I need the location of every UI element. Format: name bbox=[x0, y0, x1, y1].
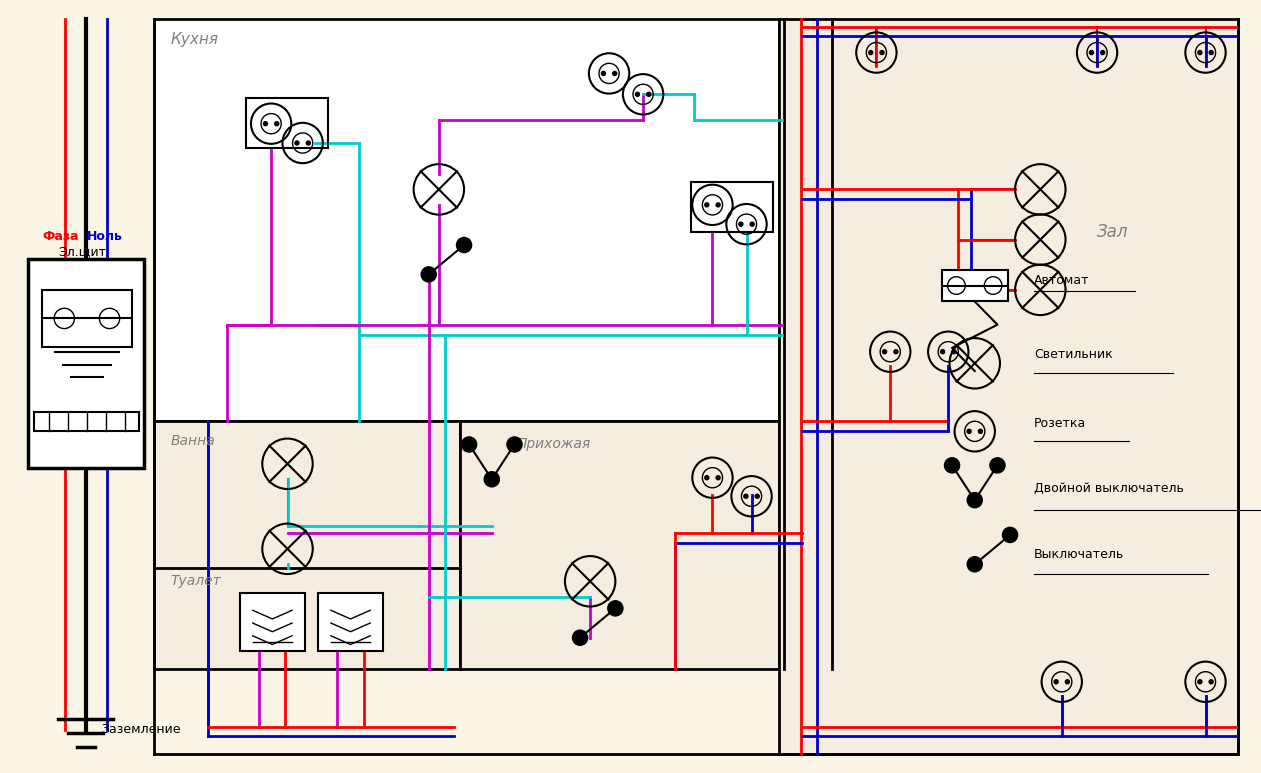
Circle shape bbox=[1198, 679, 1202, 684]
Text: Розетка: Розетка bbox=[1034, 417, 1086, 430]
Text: Туалет: Туалет bbox=[170, 574, 221, 587]
Circle shape bbox=[647, 92, 651, 97]
Circle shape bbox=[716, 475, 720, 480]
Bar bbox=[691, 182, 773, 232]
Circle shape bbox=[421, 267, 436, 282]
Circle shape bbox=[941, 349, 944, 354]
Polygon shape bbox=[154, 421, 460, 669]
Circle shape bbox=[306, 141, 310, 145]
Circle shape bbox=[1002, 527, 1018, 543]
Text: Ванна: Ванна bbox=[170, 434, 214, 448]
Circle shape bbox=[750, 222, 754, 226]
Text: Эл.щит: Эл.щит bbox=[58, 245, 106, 258]
Text: Светильник: Светильник bbox=[1034, 348, 1112, 360]
Circle shape bbox=[264, 121, 267, 126]
Bar bbox=[34, 412, 140, 431]
Bar bbox=[246, 98, 328, 148]
Circle shape bbox=[613, 71, 617, 76]
Circle shape bbox=[1066, 679, 1069, 684]
Text: Заземление: Заземление bbox=[101, 723, 180, 736]
Text: Зал: Зал bbox=[1097, 223, 1129, 241]
Circle shape bbox=[636, 92, 639, 97]
Circle shape bbox=[601, 71, 605, 76]
Circle shape bbox=[1054, 679, 1058, 684]
Circle shape bbox=[608, 601, 623, 616]
Text: Кухня: Кухня bbox=[170, 32, 218, 47]
Bar bbox=[942, 270, 1008, 301]
Circle shape bbox=[979, 429, 982, 434]
Circle shape bbox=[880, 50, 884, 55]
Circle shape bbox=[990, 458, 1005, 473]
Text: Ноль: Ноль bbox=[87, 230, 122, 243]
Polygon shape bbox=[779, 19, 1238, 754]
Polygon shape bbox=[460, 421, 779, 669]
Circle shape bbox=[1209, 679, 1213, 684]
Circle shape bbox=[1198, 50, 1202, 55]
Circle shape bbox=[944, 458, 960, 473]
Circle shape bbox=[739, 222, 743, 226]
Circle shape bbox=[705, 475, 709, 480]
Circle shape bbox=[1209, 50, 1213, 55]
Circle shape bbox=[1101, 50, 1105, 55]
Bar bbox=[42, 290, 132, 346]
Text: Выключатель: Выключатель bbox=[1034, 548, 1125, 560]
Text: Двойной выключатель: Двойной выключатель bbox=[1034, 482, 1184, 495]
Text: Фаза: Фаза bbox=[43, 230, 79, 243]
Circle shape bbox=[952, 349, 956, 354]
Circle shape bbox=[894, 349, 898, 354]
Circle shape bbox=[456, 237, 472, 253]
Circle shape bbox=[716, 203, 720, 207]
Circle shape bbox=[1090, 50, 1093, 55]
Polygon shape bbox=[154, 19, 779, 421]
Circle shape bbox=[507, 437, 522, 452]
Circle shape bbox=[295, 141, 299, 145]
Circle shape bbox=[967, 429, 971, 434]
Circle shape bbox=[572, 630, 588, 645]
Circle shape bbox=[883, 349, 886, 354]
Circle shape bbox=[869, 50, 873, 55]
Circle shape bbox=[484, 472, 499, 487]
Circle shape bbox=[462, 437, 477, 452]
Circle shape bbox=[755, 494, 759, 499]
Bar bbox=[240, 593, 305, 651]
Circle shape bbox=[967, 492, 982, 508]
Circle shape bbox=[275, 121, 279, 126]
Circle shape bbox=[967, 557, 982, 572]
Bar bbox=[318, 593, 383, 651]
Bar bbox=[28, 259, 144, 468]
Circle shape bbox=[705, 203, 709, 207]
Circle shape bbox=[744, 494, 748, 499]
Text: Автомат: Автомат bbox=[1034, 274, 1090, 287]
Text: Прихожая: Прихожая bbox=[517, 437, 591, 451]
